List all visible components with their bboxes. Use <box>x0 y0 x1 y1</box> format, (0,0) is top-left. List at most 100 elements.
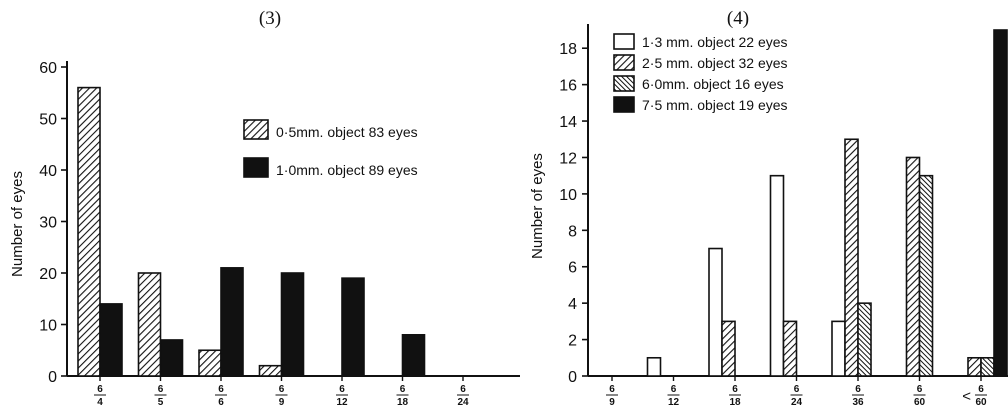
y-tick-label: 60 <box>39 60 57 77</box>
x-tick-label: 618 <box>729 384 741 408</box>
x-tick-label: 6 60 < <box>962 384 987 408</box>
y-tick-label: 6 <box>568 260 577 277</box>
y-tick-label: 8 <box>568 223 577 240</box>
x-tick-label: 618 <box>396 384 409 408</box>
bar-1-4 <box>769 174 785 377</box>
x-tick-label: 66 <box>215 384 227 408</box>
x-tick-label: 612 <box>336 384 348 408</box>
legend-label: 1·0mm. object 89 eyes <box>276 162 418 178</box>
x-tick-denominator: 12 <box>668 397 680 408</box>
bar-3-7 <box>980 356 995 377</box>
x-tick-denominator: 18 <box>397 397 409 408</box>
x-tick-denominator: 9 <box>609 397 615 408</box>
x-tick-numerator: 6 <box>218 384 224 395</box>
x-tick-label: 624 <box>790 384 803 408</box>
panel-label: (3) <box>259 8 281 29</box>
x-tick-denominator: 60 <box>975 397 987 408</box>
y-tick-label: 14 <box>559 114 577 131</box>
bar-1-1 <box>77 86 101 377</box>
panel-label: (4) <box>727 8 749 29</box>
x-tick-denominator: 24 <box>457 397 469 408</box>
bar-2-5 <box>844 138 859 377</box>
x-tick-denominator: 60 <box>914 397 926 408</box>
legend-label: 0·5mm. object 83 eyes <box>276 124 418 140</box>
x-tick-numerator: 6 <box>158 384 164 395</box>
x-tick-denominator: 4 <box>97 397 103 408</box>
legend-swatch <box>243 119 269 140</box>
bar-1-3 <box>198 349 222 377</box>
x-tick-denominator: 5 <box>158 397 164 408</box>
y-tick-label: 4 <box>568 296 577 313</box>
bar-3-6 <box>918 174 934 377</box>
x-tick-label: 636 <box>852 384 864 408</box>
bar-3-5 <box>857 302 872 377</box>
y-tick-label: 20 <box>39 266 57 283</box>
y-tick-label: 12 <box>559 150 577 167</box>
bar-2-5 <box>341 277 365 377</box>
y-tick-labels: 0 2 4 6 8 10 12 14 16 18 <box>559 41 577 386</box>
x-tick-denominator: 9 <box>279 397 285 408</box>
x-tick-label: 69 <box>606 384 618 408</box>
legend: 0·5mm. object 83 eyes 1·0mm. object 89 ey… <box>243 119 418 178</box>
x-tick-numerator: 6 <box>97 384 103 395</box>
x-tick-numerator: 6 <box>400 384 406 395</box>
legend-swatch <box>613 33 635 50</box>
bar-4-7 <box>993 29 1008 377</box>
bar-2-4 <box>280 272 305 377</box>
x-tick-numerator: 6 <box>339 384 345 395</box>
x-tick-denominator: 24 <box>791 397 803 408</box>
x-tick-label: 660 <box>913 384 926 408</box>
x-tick-numerator: 6 <box>855 384 861 395</box>
bar-1-2 <box>137 272 162 377</box>
y-tick-label: 10 <box>559 187 577 204</box>
bars <box>646 29 1008 377</box>
legend-label: 7·5 mm. object 19 eyes <box>642 97 788 113</box>
x-tick-label: 612 <box>667 384 680 408</box>
bar-1-3 <box>708 247 723 377</box>
x-tick-numerator: 6 <box>794 384 800 395</box>
bar-2-7 <box>967 356 982 377</box>
x-tick-label: 65 <box>154 384 167 408</box>
bar-2-3 <box>721 320 736 377</box>
x-tick-numerator: 6 <box>671 384 677 395</box>
x-tick-numerator: 6 <box>978 384 984 395</box>
x-tick-numerator: 6 <box>917 384 923 395</box>
bar-2-2 <box>159 339 184 377</box>
legend-swatch <box>613 96 635 113</box>
bar-2-6 <box>401 333 426 377</box>
y-tick-label: 18 <box>559 41 577 58</box>
legend-swatch <box>243 157 269 178</box>
y-tick-label: 0 <box>568 369 577 386</box>
legend: 1·3 mm. object 22 eyes 2·5 mm. object 32 … <box>613 33 788 113</box>
x-tick-numerator: 6 <box>732 384 738 395</box>
x-tick-numerator: 6 <box>279 384 285 395</box>
x-tick-denominator: 12 <box>336 397 348 408</box>
y-tick-label: 0 <box>48 369 57 386</box>
bar-2-3 <box>220 267 244 377</box>
bar-2-1 <box>99 303 123 377</box>
legend-label: 1·3 mm. object 22 eyes <box>642 34 788 50</box>
x-tick-prefix: < <box>962 388 971 405</box>
y-axis-label: Number of eyes <box>529 153 546 259</box>
x-tick-label: 624 <box>457 384 469 408</box>
bar-2-4 <box>782 320 798 377</box>
legend-label: 2·5 mm. object 32 eyes <box>642 55 788 71</box>
x-tick-label: 64 <box>94 384 106 408</box>
y-tick-label: 10 <box>39 318 57 335</box>
x-tick-denominator: 36 <box>852 397 864 408</box>
y-tick-label: 40 <box>39 163 57 180</box>
bars <box>77 86 426 377</box>
legend-label: 6·0mm. object 16 eyes <box>642 76 784 92</box>
x-tick-numerator: 6 <box>609 384 615 395</box>
y-tick-label: 50 <box>39 112 57 129</box>
bar-2-6 <box>905 156 921 377</box>
legend-swatch <box>613 54 635 71</box>
y-tick-label: 30 <box>39 215 57 232</box>
legend-swatch <box>613 75 635 92</box>
y-tick-labels: 0 10 20 30 40 50 60 <box>39 60 57 386</box>
bar-1-4 <box>258 364 283 377</box>
